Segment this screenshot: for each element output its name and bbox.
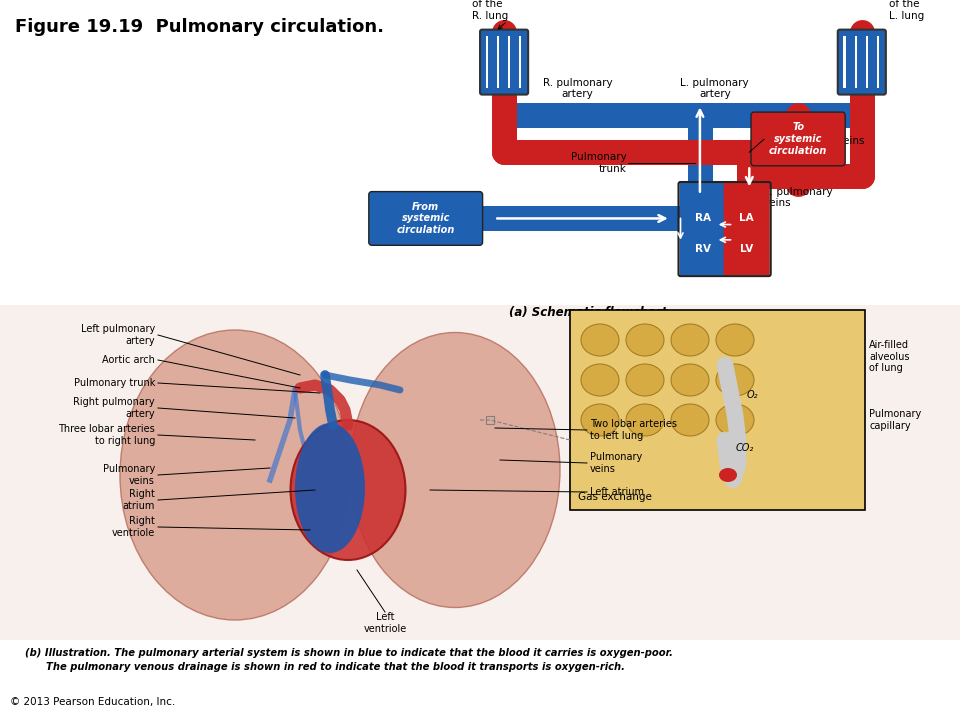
Ellipse shape: [626, 324, 664, 356]
Ellipse shape: [671, 364, 709, 396]
Text: Pulmonary trunk: Pulmonary trunk: [74, 378, 155, 388]
Text: CO₂: CO₂: [736, 443, 755, 453]
Bar: [518, 36, 521, 89]
Text: (a) Schematic flowchart.: (a) Schematic flowchart.: [509, 306, 672, 319]
Text: From
systemic
circulation: From systemic circulation: [396, 202, 455, 235]
Text: Pulmonary
capillaries
of the
R. lung: Pulmonary capillaries of the R. lung: [472, 0, 528, 21]
Ellipse shape: [671, 324, 709, 356]
Text: Gas exchange: Gas exchange: [578, 492, 652, 502]
Text: Air-filled
alveolus
of lung: Air-filled alveolus of lung: [869, 340, 909, 373]
Ellipse shape: [295, 423, 365, 553]
Text: Pulmonary
veins: Pulmonary veins: [590, 452, 642, 474]
FancyBboxPatch shape: [680, 183, 726, 275]
Ellipse shape: [581, 324, 619, 356]
Text: Left atrium: Left atrium: [590, 487, 644, 497]
Text: Left
ventriole: Left ventriole: [364, 612, 407, 634]
Ellipse shape: [581, 404, 619, 436]
Bar: [508, 36, 510, 89]
Bar: [0, 305, 960, 640]
Bar: [486, 36, 488, 89]
Text: O₂: O₂: [746, 390, 757, 400]
Bar: [866, 36, 868, 89]
Text: © 2013 Pearson Education, Inc.: © 2013 Pearson Education, Inc.: [10, 697, 176, 707]
Text: The pulmonary venous drainage is shown in red to indicate that the blood it tran: The pulmonary venous drainage is shown i…: [25, 662, 625, 672]
Text: Right
atrium: Right atrium: [123, 489, 155, 510]
FancyBboxPatch shape: [838, 30, 886, 94]
Ellipse shape: [581, 364, 619, 396]
Bar: [844, 36, 846, 89]
Text: Left pulmonary
artery: Left pulmonary artery: [81, 324, 155, 346]
Text: L. pulmonary
veins: L. pulmonary veins: [764, 186, 832, 208]
Ellipse shape: [671, 404, 709, 436]
Text: Aortic arch: Aortic arch: [102, 355, 155, 365]
Text: R. pulmonary
artery: R. pulmonary artery: [542, 78, 612, 99]
Bar: [876, 36, 878, 89]
Bar: [486, 416, 494, 424]
Text: L. pulmonary
artery: L. pulmonary artery: [681, 78, 749, 99]
Text: Two lobar arteries
to left lung: Two lobar arteries to left lung: [590, 419, 677, 441]
FancyBboxPatch shape: [369, 192, 483, 246]
Ellipse shape: [716, 364, 754, 396]
Text: LV: LV: [740, 244, 754, 254]
Text: Pulmonary
capillaries
of the
L. lung: Pulmonary capillaries of the L. lung: [889, 0, 945, 21]
Text: Pulmonary
veins: Pulmonary veins: [103, 464, 155, 486]
Ellipse shape: [350, 333, 560, 608]
Bar: [497, 36, 499, 89]
FancyBboxPatch shape: [480, 30, 528, 94]
Ellipse shape: [626, 404, 664, 436]
Text: R. pulmonary veins: R. pulmonary veins: [764, 136, 865, 146]
Text: Pulmonary
capillary: Pulmonary capillary: [869, 409, 922, 431]
Text: (b) Illustration. The pulmonary arterial system is shown in blue to indicate tha: (b) Illustration. The pulmonary arterial…: [25, 648, 673, 658]
Ellipse shape: [719, 468, 737, 482]
Ellipse shape: [291, 420, 405, 560]
Text: Right pulmonary
artery: Right pulmonary artery: [73, 397, 155, 419]
Text: Pulmonary
trunk: Pulmonary trunk: [570, 152, 627, 174]
Ellipse shape: [626, 364, 664, 396]
Ellipse shape: [716, 324, 754, 356]
FancyBboxPatch shape: [724, 183, 770, 275]
FancyBboxPatch shape: [751, 112, 845, 166]
Bar: [570, 310, 865, 510]
Text: Three lobar arteries
to right lung: Three lobar arteries to right lung: [59, 424, 155, 446]
Ellipse shape: [120, 330, 350, 620]
Text: RA: RA: [694, 213, 710, 223]
Text: LA: LA: [739, 213, 754, 223]
Ellipse shape: [716, 404, 754, 436]
Text: Figure 19.19  Pulmonary circulation.: Figure 19.19 Pulmonary circulation.: [15, 18, 384, 36]
Text: To
systemic
circulation: To systemic circulation: [769, 122, 828, 156]
Bar: [854, 36, 856, 89]
Text: RV: RV: [694, 244, 710, 254]
Text: Right
ventriole: Right ventriole: [111, 516, 155, 538]
